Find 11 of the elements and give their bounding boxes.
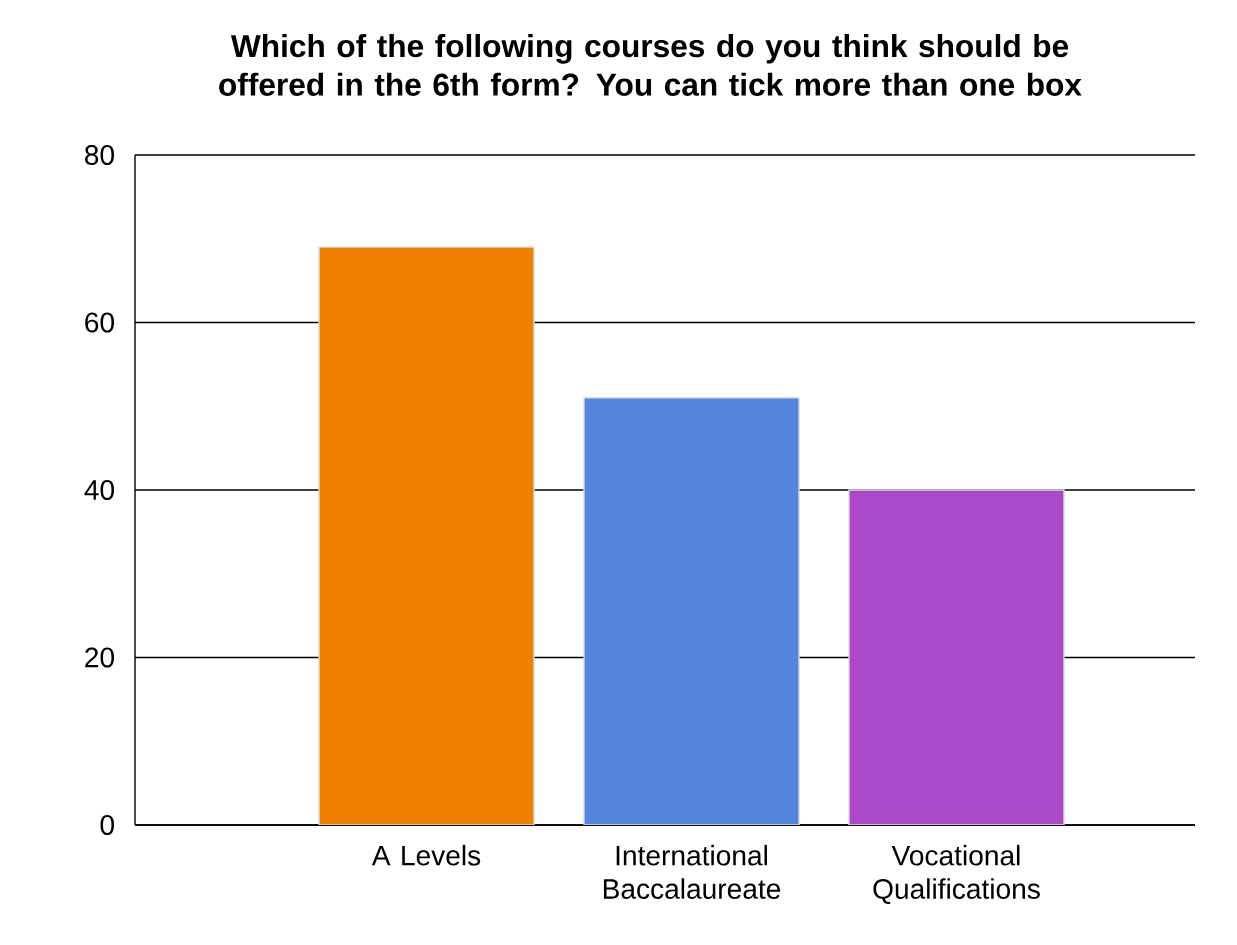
bar [583,397,800,825]
x-tick-label: Vocational Qualifications [873,844,1040,904]
x-tick-label: International Baccalaureate [603,844,781,899]
bar [848,489,1065,825]
y-tick-label: 60 [85,312,114,333]
y-tick-label: 20 [85,647,114,668]
y-tick-label: 0 [100,815,114,835]
chart-title: Which of the following courses do you think should be offered in the 6th form? You can tick more than one box [219,34,1082,96]
y-tick-label: 80 [85,145,114,165]
y-tick-label: 40 [84,480,114,500]
x-tick-label: A Levels [371,844,481,866]
